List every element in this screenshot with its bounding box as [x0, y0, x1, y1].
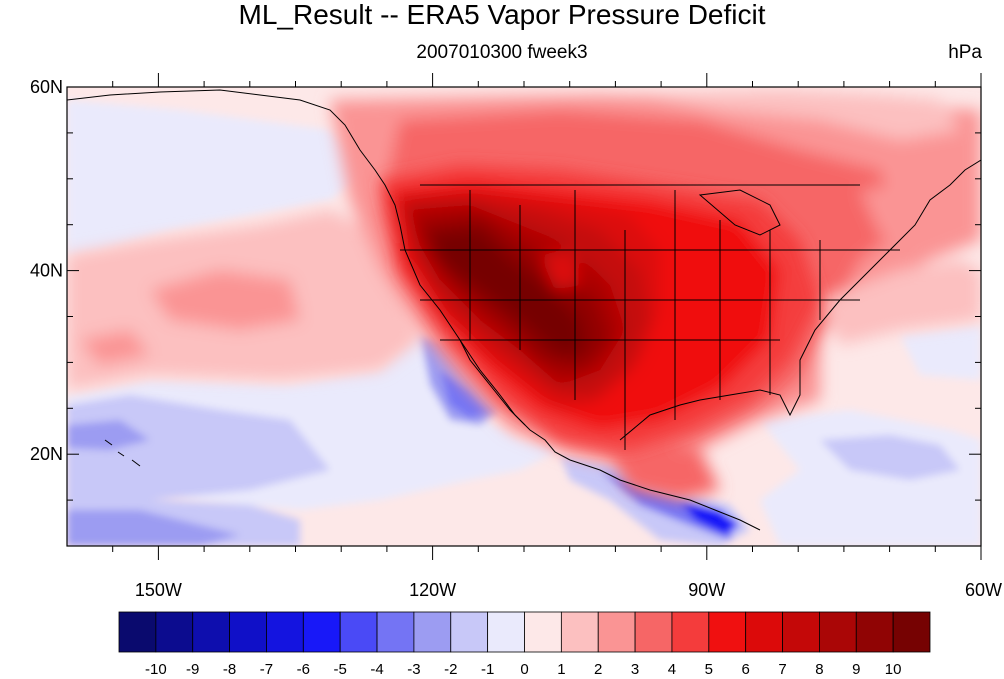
colorbar-swatch [413, 611, 452, 653]
colorbar-swatch [302, 611, 341, 653]
colorbar-label: 9 [852, 661, 860, 678]
colorbar-label: -4 [370, 661, 383, 678]
lon-tick-label: 60W [965, 580, 1002, 600]
colorbar-label: 5 [705, 661, 713, 678]
colorbar-label: -6 [297, 661, 310, 678]
colorbar: -10 -9 -8 -7 -6 -5 -4 -3 -2 -1 0 1 2 3 4 5 6 7 8 9 10 [118, 611, 931, 678]
colorbar-label: 4 [668, 661, 676, 678]
map-title: ML_Result -- ERA5 Vapor Pressure Deficit [238, 0, 766, 30]
colorbar-label: 8 [815, 661, 823, 678]
colorbar-label: 7 [778, 661, 786, 678]
lat-tick-label: 20N [30, 444, 63, 464]
colorbar-swatch [708, 611, 747, 653]
lon-tick-label: 90W [688, 580, 725, 600]
colorbar-label: -2 [444, 661, 457, 678]
minor-ticks [67, 81, 981, 552]
colorbar-label: 1 [557, 661, 565, 678]
colorbar-swatch [487, 611, 525, 653]
colorbar-label: -5 [334, 661, 347, 678]
colorbar-label: -3 [407, 661, 420, 678]
colorbar-label: 0 [520, 661, 528, 678]
colorbar-label: 3 [631, 661, 639, 678]
colorbar-swatch [192, 611, 230, 653]
colorbar-swatch [376, 611, 415, 653]
colorbar-swatch [855, 611, 894, 653]
colorbar-swatch [560, 611, 599, 653]
vpd-field [67, 87, 981, 546]
colorbar-swatch [819, 611, 857, 653]
negative-vpd-regions [67, 100, 981, 546]
colorbar-label: -7 [260, 661, 273, 678]
colorbar-label: 6 [742, 661, 750, 678]
colorbar-swatch [782, 611, 820, 653]
colorbar-swatch [266, 611, 304, 653]
colorbar-swatch [229, 611, 267, 653]
colorbar-swatch [155, 611, 194, 653]
colorbar-swatch [671, 611, 710, 653]
colorbar-swatch [524, 611, 562, 653]
colorbar-label: -9 [186, 661, 199, 678]
colorbar-swatch [892, 611, 931, 653]
map-subtitle: 2007010300 fweek3 [416, 42, 588, 63]
longitude-axis: 150W 120W 90W 60W [135, 73, 1002, 600]
latitude-axis: 60N 40N 20N [30, 77, 981, 464]
colorbar-label: 2 [594, 661, 602, 678]
colorbar-label: 10 [885, 661, 902, 678]
colorbar-swatch [745, 611, 783, 653]
colorbar-label: -1 [481, 661, 494, 678]
lon-tick-label: 120W [409, 580, 456, 600]
colorbar-swatch [339, 611, 378, 653]
lat-tick-label: 60N [30, 77, 63, 97]
colorbar-swatch [450, 611, 489, 653]
colorbar-swatch [118, 611, 157, 653]
colorbar-label: -8 [223, 661, 236, 678]
colorbar-swatch [634, 611, 673, 653]
coastlines [67, 89, 981, 531]
colorbar-label: -10 [145, 661, 167, 678]
colorbar-swatch [597, 611, 636, 653]
units-label: hPa [948, 42, 982, 63]
lon-tick-label: 150W [135, 580, 182, 600]
lat-tick-label: 40N [30, 261, 63, 281]
